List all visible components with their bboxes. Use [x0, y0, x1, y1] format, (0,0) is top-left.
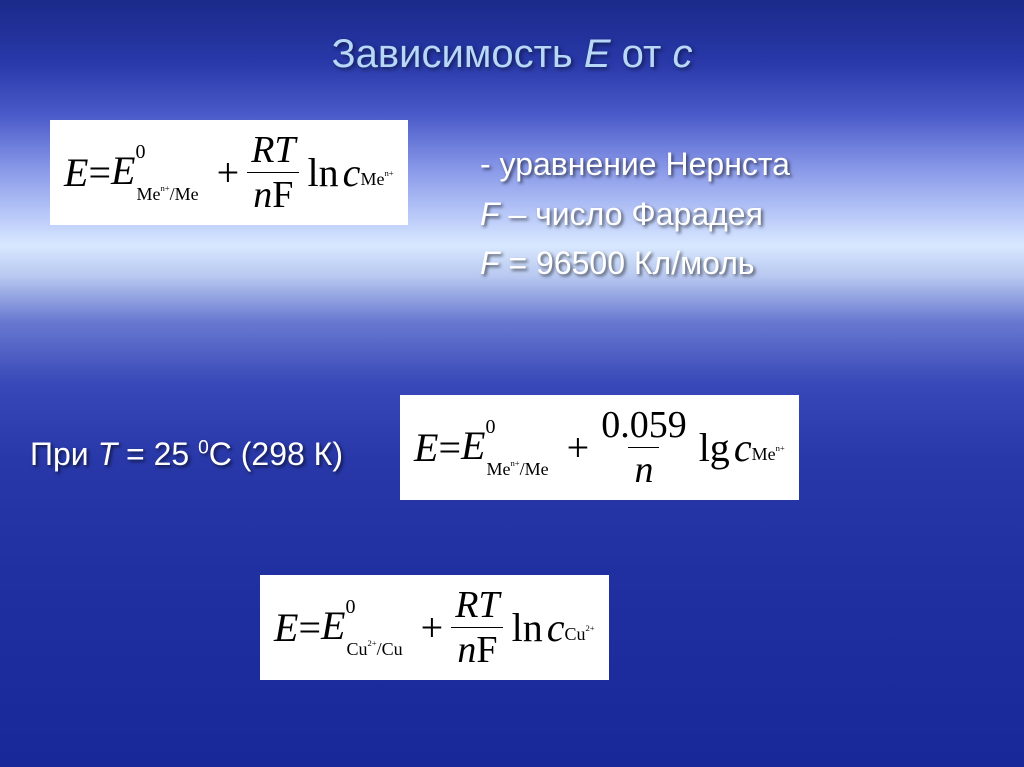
f3-fraction: RT nF [449, 583, 505, 672]
f1-fraction: RT nF [245, 128, 301, 217]
f1-c-sub-sup: n+ [384, 168, 393, 178]
f1-den-F: F [272, 174, 293, 216]
f1-num: RT [245, 128, 301, 172]
f2-lhs: E [414, 424, 438, 471]
f1-den-n: n [253, 174, 272, 216]
f2-num: 0.059 [595, 403, 693, 447]
f3-E0-sub-wrap: Cu2+/Cu [346, 639, 402, 659]
annotation-line2: F – число Фарадея [480, 190, 790, 240]
f3-c-sub-wrap: Cu2+ [564, 624, 594, 645]
cond-var: Т [98, 436, 118, 472]
f3-E0-sub: Cu [346, 639, 367, 659]
f2-E0-sub-wrap: Men+/Me [486, 459, 548, 479]
f3-den-F: F [476, 629, 497, 671]
f2-c: c [734, 424, 752, 471]
f1-lhs: E [64, 149, 88, 196]
f2-E0: E [461, 423, 485, 468]
f2-plus: + [567, 424, 590, 471]
f2-E0-sub: Me [486, 459, 510, 479]
ann-line3-var: F [480, 245, 500, 281]
f1-c: c [343, 149, 361, 196]
f3-num: RT [449, 583, 505, 627]
f1-E0: E [111, 148, 135, 193]
ann-line2-text: – число Фарадея [500, 196, 763, 232]
f3-ln: ln [512, 604, 543, 651]
ann-line2-var: F [480, 196, 500, 232]
f2-fraction: 0.059 n [595, 403, 693, 492]
f1-den: nF [247, 172, 299, 217]
f3-den-n: n [457, 629, 476, 671]
f3-den: nF [451, 627, 503, 672]
f3-lhs: E [274, 604, 298, 651]
f3-E0-sub-sup: 2+ [367, 638, 376, 648]
f2-E0-sub2: /Me [520, 459, 549, 479]
f3-eq: = [298, 604, 321, 651]
annotation-line1: - уравнение Нернста [480, 140, 790, 190]
f2-eq: = [438, 424, 461, 471]
f1-E0-sub: Me [136, 184, 160, 204]
annotation-line3: F = 96500 Кл/моль [480, 239, 790, 289]
title-var1: Е [584, 32, 611, 76]
cond-text: = 25 [117, 436, 198, 472]
f1-c-sub-wrap: Men+ [360, 169, 393, 190]
ann-line3-text: = 96500 Кл/моль [500, 245, 755, 281]
title-part2: от [611, 32, 673, 76]
f3-c-sub-sup: 2+ [585, 623, 594, 633]
f3-E0-sup: 0 [345, 596, 355, 618]
cond-unit: С (298 К) [209, 436, 343, 472]
f2-lg: lg [699, 424, 730, 471]
f3-c: c [547, 604, 565, 651]
annotations: - уравнение Нернста F – число Фарадея F … [480, 140, 790, 289]
f2-c-sub-sup: n+ [776, 443, 785, 453]
f2-c-sub-wrap: Men+ [752, 444, 785, 465]
title-var2: с [672, 32, 692, 76]
f3-plus: + [421, 604, 444, 651]
f2-E0-sup: 0 [485, 416, 495, 438]
f3-c-sub: Cu [564, 624, 585, 644]
f3-E0-sub2: /Cu [377, 639, 403, 659]
f2-den: n [628, 447, 659, 492]
f1-E0-sub-sup: n+ [160, 183, 169, 193]
f3-E0: E [321, 603, 345, 648]
f1-ln: ln [308, 149, 339, 196]
cond-prefix: При [30, 436, 98, 472]
f1-eq: = [88, 149, 111, 196]
f1-plus: + [217, 149, 240, 196]
slide-title: Зависимость Е от с [0, 0, 1024, 77]
formula-nernst-25c: E = E0Men+/Me + 0.059 n lg cMen+ [400, 395, 799, 500]
f2-c-sub: Me [752, 444, 776, 464]
formula-nernst-general: E = E0Men+/Me + RT nF ln cMen+ [50, 120, 408, 225]
title-part1: Зависимость [332, 32, 584, 76]
f1-E0-sup: 0 [135, 141, 145, 163]
f1-c-sub: Me [360, 169, 384, 189]
f1-E0-sub2: /Me [170, 184, 199, 204]
formula-nernst-copper: E = E0Cu2+/Cu + RT nF ln cCu2+ [260, 575, 609, 680]
cond-sup: 0 [198, 437, 209, 458]
f2-E0-sub-sup: n+ [510, 458, 519, 468]
f1-E0-sub-wrap: Men+/Me [136, 184, 198, 204]
condition-text: При Т = 25 0С (298 К) [30, 430, 343, 480]
